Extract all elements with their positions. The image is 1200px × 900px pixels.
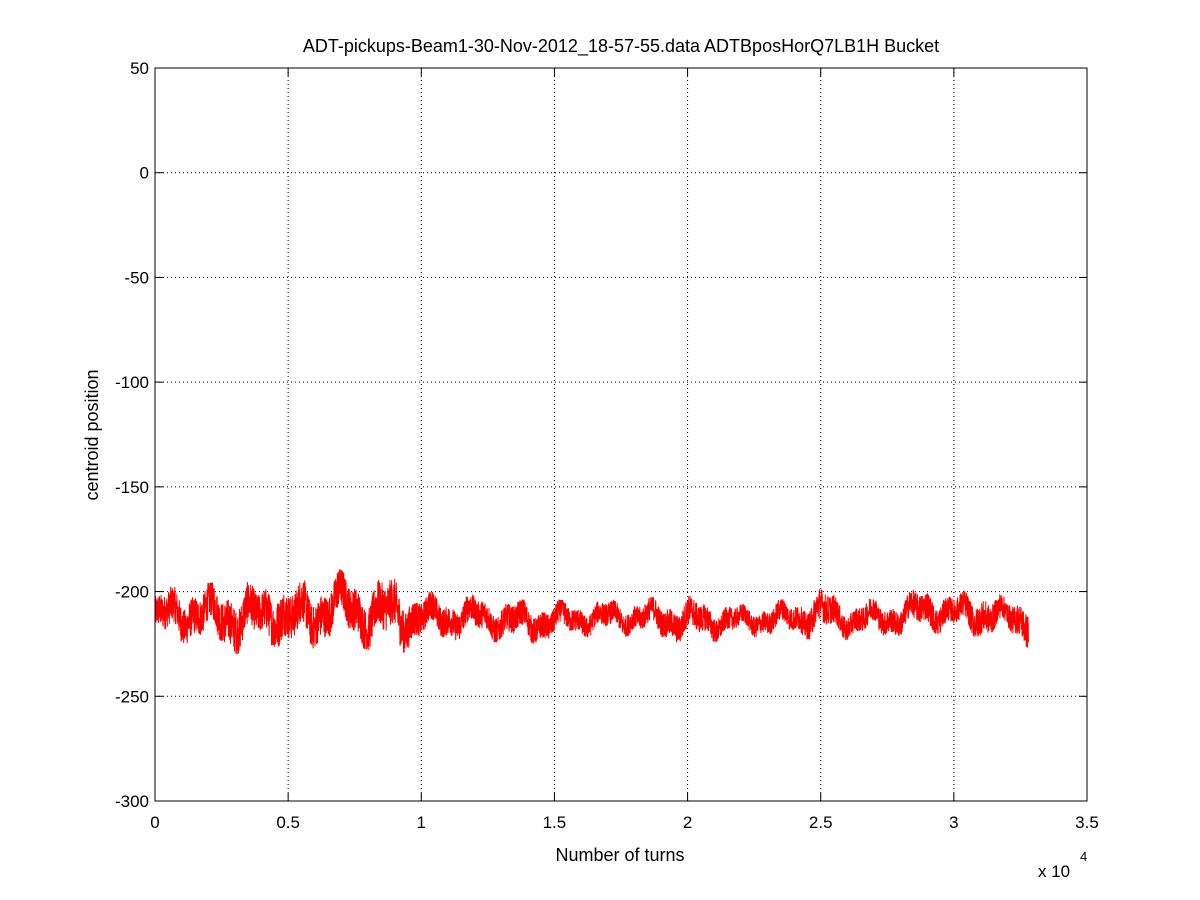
plot-frame	[154, 67, 1088, 802]
plot-background	[155, 68, 1087, 801]
y-tick-label: -300	[115, 792, 149, 811]
y-tick-label: 50	[130, 59, 149, 78]
x-tick-label: 1	[417, 813, 426, 832]
y-axis-label: centroid position	[82, 369, 102, 500]
x-tick-label: 0	[150, 813, 159, 832]
y-tick-label: 0	[140, 164, 149, 183]
grid	[155, 68, 1087, 801]
x-tick-label: 2.5	[809, 813, 833, 832]
series-line-0	[154, 569, 1029, 655]
series-layer	[154, 569, 1029, 655]
x-tick-label: 3	[949, 813, 958, 832]
ticks	[154, 67, 1088, 802]
y-tick-label: -100	[115, 373, 149, 392]
chart-title: ADT-pickups-Beam1-30-Nov-2012_18-57-55.d…	[303, 36, 939, 57]
x-axis-label: Number of turns	[555, 845, 684, 865]
x-tick-label: 2	[683, 813, 692, 832]
y-tick-label: -50	[124, 268, 149, 287]
x-exponent-power: 4	[1080, 849, 1087, 864]
x-tick-label: 0.5	[276, 813, 300, 832]
tick-labels: 0 0.5 1 1.5 2 2.5 3 3.5 50 0 -50 -100 -150 -200 -250 -3…	[115, 59, 1099, 832]
y-tick-label: -150	[115, 478, 149, 497]
x-tick-label: 1.5	[543, 813, 567, 832]
x-tick-label: 3.5	[1075, 813, 1099, 832]
x-exponent-label: x 10	[1038, 862, 1070, 881]
y-tick-label: -250	[115, 687, 149, 706]
y-tick-label: -200	[115, 583, 149, 602]
